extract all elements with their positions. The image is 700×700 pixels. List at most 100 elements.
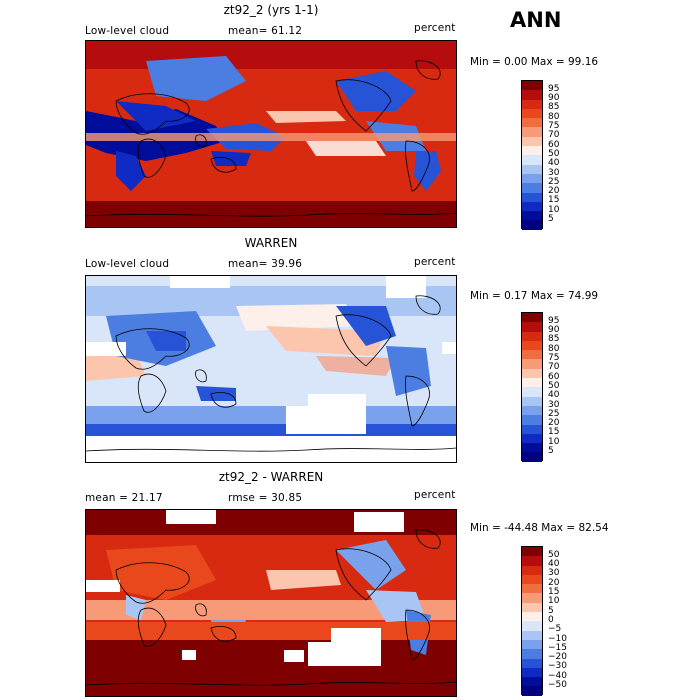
colorbar-1-swatch-4 (522, 118, 542, 128)
colorbar-1-label-11: 20 (548, 186, 560, 197)
colorbar-2-swatch-11 (522, 415, 542, 425)
colorbar-1 (521, 80, 543, 230)
colorbar-1-label-2: 85 (548, 102, 560, 113)
colorbar-3-swatch-11 (522, 649, 542, 659)
colorbar-3-swatch-4 (522, 584, 542, 594)
colorbar-1-label-14: 5 (548, 214, 554, 224)
colorbar-2-swatch-0 (522, 313, 542, 323)
colorbar-2-swatch-1 (522, 322, 542, 332)
panel-1-mean-label: mean= 61.12 (228, 25, 303, 37)
colorbar-3-swatch-2 (522, 565, 542, 575)
colorbar-3-label-12: −30 (548, 661, 567, 672)
colorbar-1-label-12: 15 (548, 195, 560, 206)
panel-3-title: zt92_2 - WARREN (218, 470, 324, 484)
colorbar-1-label-6: 60 (548, 139, 560, 150)
colorbar-3-swatch-15 (522, 686, 542, 696)
colorbar-1-swatch-10 (522, 173, 542, 184)
colorbar-2-swatch-15 (522, 452, 542, 462)
panel-3-units-label: percent (414, 489, 456, 501)
colorbar-3-swatch-7 (522, 612, 542, 622)
colorbar-1-label-5: 70 (548, 130, 560, 141)
panel-2-map (85, 275, 457, 463)
colorbar-1-swatch-11 (522, 183, 542, 193)
colorbar-1-swatch-7 (522, 146, 542, 156)
colorbar-2-label-3: 80 (548, 343, 560, 354)
colorbar-1-label-1: 90 (548, 93, 560, 104)
colorbar-3-swatch-12 (522, 658, 542, 668)
panel-1-minmax: Min = 0.00 Max = 99.16 (470, 56, 599, 68)
colorbar-2-label-8: 40 (548, 390, 560, 401)
colorbar-2-swatch-8 (522, 387, 542, 397)
colorbar-2-swatch-7 (522, 378, 542, 388)
panel-3-rmse-label: rmse = 30.85 (228, 492, 303, 504)
colorbar-3-swatch-8 (522, 621, 542, 631)
colorbar-2-swatch-10 (522, 405, 542, 416)
colorbar-3-label-8: −5 (548, 624, 562, 635)
colorbar-2 (521, 312, 543, 462)
colorbar-3-swatch-1 (522, 556, 542, 566)
colorbar-2-swatch-9 (522, 396, 542, 406)
colorbar-3-swatch-0 (522, 547, 542, 557)
colorbar-2-swatch-2 (522, 331, 542, 341)
panel-2-minmax: Min = 0.17 Max = 74.99 (470, 290, 599, 302)
colorbar-3-label-7: 0 (548, 614, 554, 625)
colorbar-3-label-14: −50 (548, 680, 567, 690)
colorbar-2-label-5: 70 (548, 362, 560, 373)
colorbar-1-swatch-0 (522, 81, 542, 91)
season-label: ANN (510, 8, 562, 32)
colorbar-3-label-1: 40 (548, 559, 560, 570)
colorbar-1-label-3: 80 (548, 111, 560, 122)
colorbar-1-swatch-8 (522, 155, 542, 165)
colorbar-2-label-6: 60 (548, 371, 560, 382)
panel-2-units-label: percent (414, 256, 456, 268)
panel-1-map (85, 40, 457, 228)
colorbar-2-label-10: 25 (548, 408, 560, 419)
colorbar-3 (521, 546, 543, 696)
colorbar-2-swatch-6 (522, 368, 542, 379)
colorbar-2-label-11: 20 (548, 418, 560, 429)
colorbar-1-swatch-9 (522, 164, 542, 174)
colorbar-3-swatch-9 (522, 630, 542, 640)
colorbar-3-label-13: −40 (548, 670, 567, 681)
panel-3-map (85, 509, 457, 697)
panel-2-variable-label: Low-level cloud (85, 258, 170, 270)
colorbar-1-swatch-1 (522, 90, 542, 100)
colorbar-1-swatch-6 (522, 136, 542, 147)
colorbar-2-swatch-3 (522, 340, 542, 351)
colorbar-3-label-11: −20 (548, 652, 567, 663)
panel-1-title: zt92_2 (yrs 1-1) (223, 3, 319, 17)
colorbar-3-label-0: 50 (548, 549, 560, 560)
colorbar-3-swatch-10 (522, 639, 542, 650)
colorbar-2-swatch-12 (522, 424, 542, 434)
colorbar-3-swatch-3 (522, 574, 542, 585)
colorbar-3-label-3: 20 (548, 577, 560, 588)
colorbar-1-swatch-13 (522, 201, 542, 212)
colorbar-2-swatch-5 (522, 359, 542, 369)
colorbar-1-swatch-12 (522, 192, 542, 202)
colorbar-2-label-2: 85 (548, 334, 560, 345)
colorbar-1-swatch-2 (522, 99, 542, 109)
colorbar-2-swatch-14 (522, 443, 542, 453)
panel-2-title: WARREN (244, 236, 298, 250)
colorbar-3-label-2: 30 (548, 568, 560, 579)
colorbar-3-label-5: 10 (548, 596, 560, 607)
colorbar-3-swatch-5 (522, 593, 542, 603)
colorbar-1-label-7: 50 (548, 148, 560, 159)
colorbar-3-swatch-13 (522, 667, 542, 678)
colorbar-3-label-10: −15 (548, 642, 567, 653)
colorbar-1-label-13: 10 (548, 204, 560, 215)
panel-3-minmax: Min = -44.48 Max = 82.54 (470, 522, 609, 534)
colorbar-2-label-12: 15 (548, 427, 560, 438)
panel-2-mean-label: mean= 39.96 (228, 258, 303, 270)
colorbar-2-label-7: 50 (548, 380, 560, 391)
colorbar-1-label-10: 25 (548, 176, 560, 187)
colorbar-3-label-9: −10 (548, 633, 567, 644)
colorbar-1-swatch-15 (522, 220, 542, 230)
colorbar-3-label-6: 5 (548, 605, 554, 616)
colorbar-1-swatch-5 (522, 127, 542, 137)
colorbar-1-swatch-14 (522, 211, 542, 221)
colorbar-3-swatch-14 (522, 677, 542, 687)
colorbar-1-label-0: 95 (548, 83, 560, 94)
colorbar-3-label-4: 15 (548, 587, 560, 597)
colorbar-2-label-9: 30 (548, 399, 560, 410)
